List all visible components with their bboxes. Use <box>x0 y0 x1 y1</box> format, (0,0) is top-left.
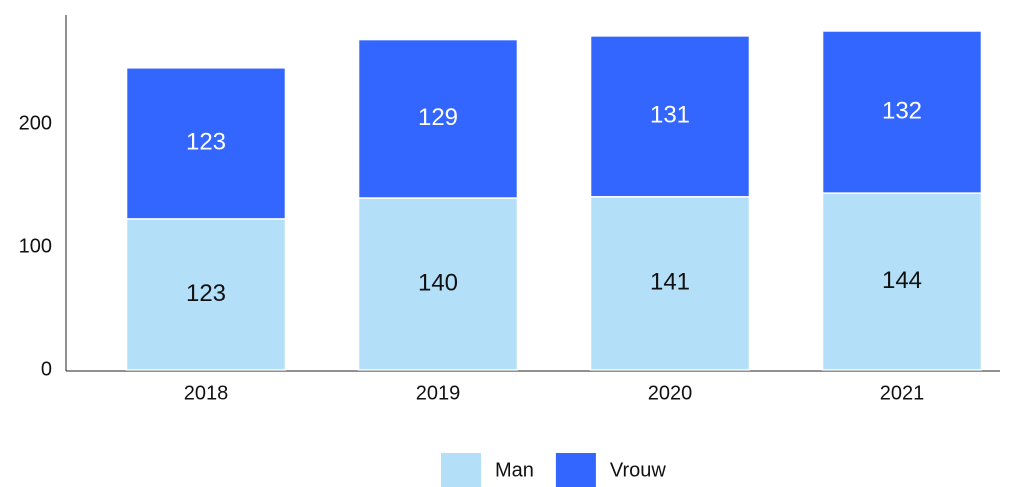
y-tick-label: 0 <box>41 358 52 380</box>
x-tick-label: 2019 <box>416 382 461 404</box>
legend-label: Vrouw <box>610 459 667 481</box>
value-label: 132 <box>882 97 922 124</box>
x-tick-label: 2018 <box>184 382 229 404</box>
legend-swatch <box>555 453 596 487</box>
bar-segment <box>357 38 519 199</box>
value-label: 144 <box>882 267 922 294</box>
bar-segment <box>821 30 983 194</box>
bar-segment <box>821 192 983 371</box>
value-label: 123 <box>186 280 226 307</box>
value-label: 131 <box>650 102 690 129</box>
bar-segment <box>589 35 751 198</box>
legend-label: Man <box>495 459 534 481</box>
value-label: 123 <box>186 129 226 156</box>
bar-segment <box>125 67 287 220</box>
y-tick-label: 100 <box>19 235 52 257</box>
x-tick-label: 2021 <box>880 382 925 404</box>
value-label: 141 <box>650 269 690 296</box>
value-label: 140 <box>418 269 458 296</box>
legend-swatch <box>441 453 481 487</box>
y-tick-label: 200 <box>19 113 52 135</box>
value-label: 129 <box>418 104 458 131</box>
bar-segment <box>125 218 287 371</box>
x-tick-label: 2020 <box>648 382 693 404</box>
bar-segment <box>589 196 751 371</box>
bar-segment <box>357 197 519 371</box>
